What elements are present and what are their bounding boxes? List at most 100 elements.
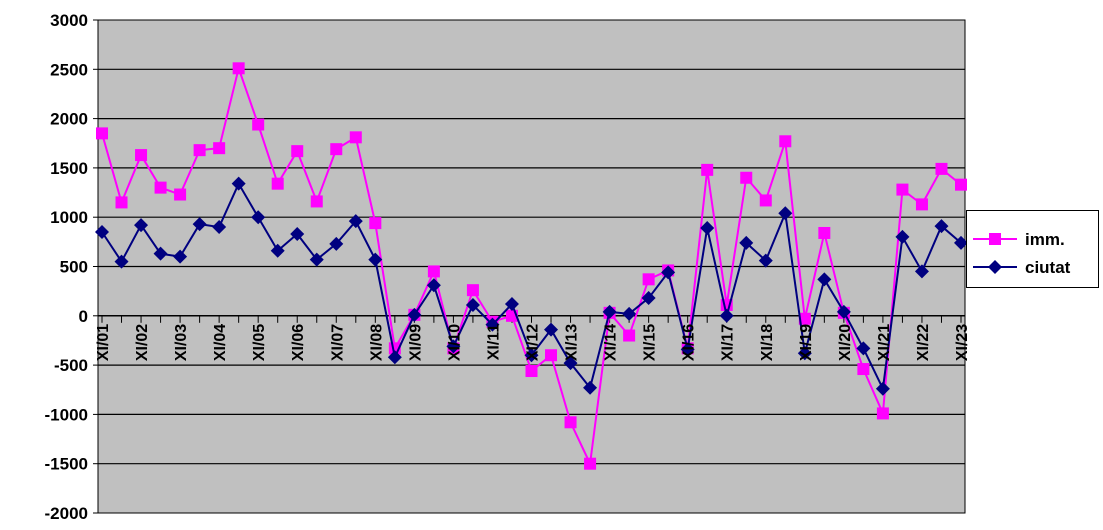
x-tick-label: XI/03 bbox=[173, 324, 190, 361]
data-point bbox=[485, 317, 500, 332]
data-point bbox=[251, 210, 266, 225]
data-point bbox=[369, 217, 382, 230]
data-point bbox=[623, 329, 636, 342]
data-point bbox=[232, 62, 245, 75]
series-1 bbox=[95, 176, 968, 396]
data-point bbox=[427, 265, 440, 278]
x-tick-label: XI/23 bbox=[954, 324, 971, 361]
x-tick-label: XI/10 bbox=[446, 324, 463, 361]
data-point bbox=[954, 235, 968, 250]
data-point bbox=[622, 306, 637, 321]
data-point bbox=[466, 284, 479, 297]
x-tick-label: XI/20 bbox=[837, 324, 854, 361]
series-lines bbox=[95, 62, 968, 470]
data-point bbox=[740, 171, 753, 184]
data-point bbox=[252, 118, 265, 131]
data-point bbox=[955, 178, 967, 191]
data-point bbox=[115, 196, 128, 209]
data-point bbox=[387, 350, 402, 365]
data-point bbox=[213, 142, 226, 155]
data-point bbox=[192, 217, 207, 232]
y-tick-label: -1000 bbox=[45, 405, 88, 424]
x-tick-label: XI/18 bbox=[759, 324, 776, 361]
data-point bbox=[701, 163, 714, 176]
y-tick-label: 0 bbox=[79, 307, 88, 326]
data-point bbox=[271, 177, 284, 190]
data-point bbox=[641, 291, 656, 306]
data-point bbox=[836, 304, 851, 319]
data-point bbox=[779, 135, 792, 148]
diamond-marker-icon bbox=[973, 260, 1017, 274]
legend-label-imm: imm. bbox=[1025, 230, 1065, 249]
data-point bbox=[661, 265, 676, 280]
data-point bbox=[309, 252, 324, 267]
x-tick-label: XI/06 bbox=[290, 324, 307, 361]
data-point bbox=[95, 224, 109, 239]
legend-label-ciutat: ciutat bbox=[1025, 258, 1071, 277]
x-tick-label: XI/15 bbox=[642, 324, 659, 361]
data-point bbox=[426, 278, 441, 293]
data-point bbox=[876, 407, 889, 420]
x-tick-label: XI/16 bbox=[681, 324, 698, 361]
y-tick-label: 1500 bbox=[50, 159, 88, 178]
x-tick-label: XI/19 bbox=[798, 324, 815, 361]
data-point bbox=[857, 363, 870, 376]
y-tick-label: -1500 bbox=[45, 455, 88, 474]
data-point bbox=[856, 341, 871, 356]
data-point bbox=[896, 183, 909, 196]
data-point bbox=[134, 218, 149, 233]
data-point bbox=[797, 346, 812, 361]
data-point bbox=[407, 307, 422, 322]
square-marker-icon bbox=[973, 233, 1017, 245]
y-tick-label: 2000 bbox=[50, 110, 88, 129]
data-point bbox=[563, 356, 578, 371]
x-tick-labels: XI/01 XI/02 XI/03 XI/04 XI/05 XI/06 XI/07 XI/08… bbox=[95, 324, 971, 361]
data-point bbox=[895, 229, 910, 244]
data-point bbox=[583, 380, 598, 395]
data-point bbox=[642, 273, 655, 286]
data-point bbox=[700, 221, 715, 236]
data-point bbox=[291, 145, 304, 158]
data-point bbox=[680, 342, 695, 357]
x-tick-label: XI/04 bbox=[212, 324, 229, 361]
data-point bbox=[174, 188, 187, 201]
data-point bbox=[818, 226, 831, 239]
data-point bbox=[759, 194, 772, 207]
data-point bbox=[348, 214, 363, 229]
data-point bbox=[934, 219, 949, 234]
data-point bbox=[446, 339, 461, 354]
data-point bbox=[465, 297, 480, 312]
x-tick-label: XI/01 bbox=[95, 324, 112, 361]
x-tick-label: XI/05 bbox=[251, 324, 268, 361]
x-tick-label: XI/07 bbox=[329, 324, 346, 361]
x-tick-label: XI/17 bbox=[720, 324, 737, 361]
data-point bbox=[564, 416, 577, 429]
y-tick-label: 2500 bbox=[50, 60, 88, 79]
legend-item-imm: imm. bbox=[967, 227, 1098, 251]
data-point bbox=[290, 226, 305, 241]
x-tick-label: XI/22 bbox=[915, 324, 932, 361]
data-point bbox=[173, 249, 188, 264]
y-tick-label: 500 bbox=[60, 258, 88, 277]
y-tick-label: 3000 bbox=[50, 11, 88, 30]
data-point bbox=[96, 127, 108, 140]
data-point bbox=[329, 236, 344, 251]
data-point bbox=[525, 365, 538, 378]
data-point bbox=[584, 457, 597, 470]
data-point bbox=[915, 198, 928, 211]
data-point bbox=[524, 348, 539, 363]
data-point bbox=[193, 144, 206, 157]
data-point bbox=[368, 252, 383, 267]
data-point bbox=[544, 322, 559, 337]
data-point bbox=[504, 296, 519, 311]
data-point bbox=[798, 312, 811, 325]
data-point bbox=[935, 162, 948, 175]
data-point bbox=[270, 243, 285, 258]
data-point bbox=[114, 254, 129, 269]
data-point bbox=[545, 349, 558, 362]
data-point bbox=[817, 272, 832, 287]
data-point bbox=[778, 206, 793, 221]
y-tick-label: -500 bbox=[54, 356, 88, 375]
